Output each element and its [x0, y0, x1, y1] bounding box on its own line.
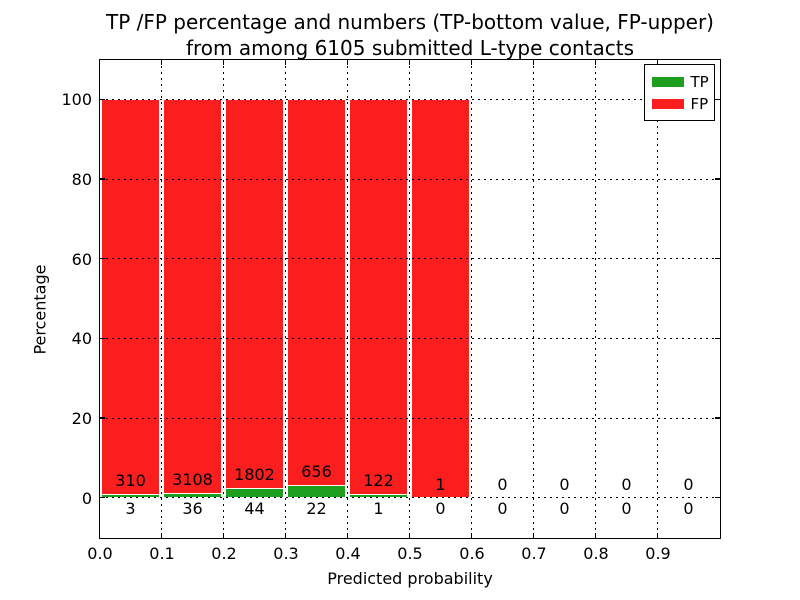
tp-swatch-icon	[651, 76, 684, 87]
legend: TP FP	[643, 63, 715, 121]
fp-count-label: 122	[363, 471, 394, 491]
tp-count-label: 0	[621, 499, 632, 519]
fp-bar	[101, 99, 160, 498]
chart-title-line2: from among 6105 submitted L-type contact…	[185, 36, 635, 60]
v-gridline	[409, 59, 410, 538]
fp-bar	[349, 99, 408, 498]
x-tick-mark	[470, 532, 473, 538]
y-tick-label: 80	[71, 170, 92, 189]
y-axis-label: Percentage	[30, 264, 50, 355]
tp-count-label: 44	[244, 499, 265, 519]
x-tick-mark	[656, 532, 659, 538]
x-tick-mark	[408, 59, 411, 65]
y-tick-label: 60	[71, 249, 92, 269]
chart-title-line1: TP /FP percentage and numbers (TP-bottom…	[106, 10, 714, 34]
fp-count-label: 1802	[234, 465, 275, 485]
x-tick-mark	[160, 59, 163, 65]
y-tick-mark	[99, 98, 105, 101]
y-tick-mark	[714, 337, 720, 340]
y-tick-label: 40	[71, 329, 92, 349]
x-tick-mark	[594, 59, 597, 65]
y-tick-mark	[714, 417, 720, 419]
fp-count-label: 1	[435, 474, 446, 494]
x-tick-label: 0.5	[397, 544, 423, 563]
y-tick-mark	[714, 496, 720, 499]
v-gridline	[161, 59, 162, 538]
x-tick-label: 0.6	[459, 544, 485, 563]
x-tick-mark	[346, 59, 349, 65]
plot-area: 310 3 3108 36 1802 44 656 22 122 1 1 0 0 0 0 0 0 0 0 0	[99, 59, 720, 538]
x-tick-label: 0.0	[87, 544, 113, 563]
x-tick-mark	[532, 59, 535, 65]
tp-bar	[349, 494, 408, 498]
x-tick-mark	[594, 532, 597, 538]
x-tick-mark	[160, 532, 163, 538]
tp-bar	[287, 484, 346, 498]
y-tick-mark	[99, 417, 105, 419]
y-tick-mark	[99, 178, 105, 180]
v-gridline	[347, 59, 348, 538]
tp-count-label: 22	[306, 499, 327, 519]
x-tick-mark	[222, 59, 225, 65]
x-tick-mark	[408, 532, 411, 538]
fp-count-label: 0	[497, 474, 508, 494]
x-tick-label: 0.1	[149, 544, 175, 563]
tp-count-label: 0	[435, 499, 446, 519]
y-tick-mark	[714, 257, 720, 260]
y-tick-label: 0	[81, 488, 92, 508]
tp-count-label: 0	[559, 499, 570, 519]
x-tick-label: 0.7	[521, 544, 547, 563]
v-gridline	[223, 59, 224, 538]
y-tick-label: 20	[71, 409, 92, 428]
tp-bar	[225, 488, 284, 498]
y-tick-mark	[99, 257, 105, 260]
y-tick-mark	[714, 178, 720, 180]
chart-title: TP /FP percentage and numbers (TP-bottom…	[90, 9, 730, 61]
plot-frame: 310 3 3108 36 1802 44 656 22 122 1 1 0 0 0 0 0 0 0 0 0 TP F…	[98, 58, 721, 539]
x-tick-label: 0.8	[583, 544, 609, 563]
tp-count-label: 36	[182, 499, 203, 519]
fp-count-label: 3108	[172, 470, 213, 490]
x-tick-mark	[346, 532, 349, 538]
x-tick-label: 0.4	[335, 544, 361, 563]
y-tick-mark	[99, 496, 105, 499]
x-tick-mark	[222, 532, 225, 538]
legend-label-tp: TP	[690, 72, 709, 91]
y-tick-mark	[714, 98, 720, 101]
fp-swatch-icon	[651, 98, 684, 109]
fp-bar	[287, 99, 346, 498]
v-gridline	[533, 59, 534, 538]
x-tick-mark	[656, 59, 659, 65]
x-tick-mark	[532, 532, 535, 538]
legend-entry-tp: TP	[645, 71, 714, 93]
fp-count-label: 0	[683, 474, 694, 494]
tp-count-label: 0	[683, 499, 694, 519]
x-tick-label: 0.9	[645, 544, 671, 563]
x-tick-mark	[284, 59, 287, 65]
v-gridline	[471, 59, 472, 538]
y-tick-label: 100	[61, 90, 92, 110]
x-tick-label: 0.3	[273, 544, 299, 563]
fp-count-label: 656	[301, 461, 332, 481]
fp-bar	[163, 99, 222, 498]
x-tick-label: 0.2	[211, 544, 237, 563]
fp-count-label: 310	[115, 470, 146, 490]
x-axis-label: Predicted probability	[327, 569, 493, 588]
x-tick-mark	[470, 59, 473, 65]
tp-count-label: 3	[125, 499, 136, 519]
x-tick-mark	[284, 532, 287, 538]
fp-count-label: 0	[559, 474, 570, 494]
v-gridline	[595, 59, 596, 538]
legend-entry-fp: FP	[645, 93, 714, 115]
legend-label-fp: FP	[690, 94, 709, 113]
fp-count-label: 0	[621, 474, 632, 494]
fp-bar	[225, 99, 284, 498]
v-gridline	[285, 59, 286, 538]
y-tick-mark	[99, 337, 105, 340]
tp-count-label: 0	[497, 499, 508, 519]
v-gridline	[657, 59, 658, 538]
fp-bar	[411, 99, 470, 498]
tp-count-label: 1	[373, 499, 384, 519]
